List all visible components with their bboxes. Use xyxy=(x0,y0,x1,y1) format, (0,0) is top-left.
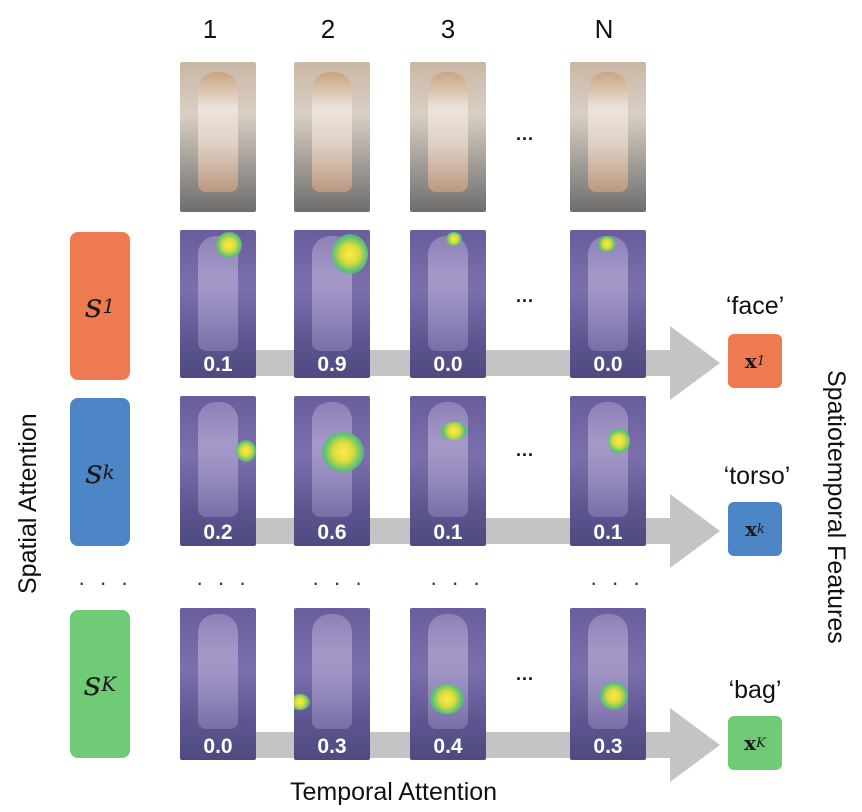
vertical-dots-col3: · · · xyxy=(430,570,485,595)
score-row3-2: 0.3 xyxy=(317,735,347,758)
axis-label-spatial-attention: Spatial Attention xyxy=(14,413,42,594)
frame-heat-row1-2 xyxy=(294,230,370,378)
feature-label-face: ‘face’ xyxy=(725,292,785,320)
frame-original-n xyxy=(570,62,646,212)
vertical-dots-s: · · · xyxy=(78,570,133,595)
vertical-dots-col2: · · · xyxy=(312,570,367,595)
frame-original-1 xyxy=(180,62,256,212)
ellipsis-original: ... xyxy=(516,124,535,144)
frame-heat-row3-3 xyxy=(410,608,486,760)
frame-original-2 xyxy=(294,62,370,212)
score-row3-1: 0.0 xyxy=(203,735,233,758)
column-number-1: 1 xyxy=(202,14,218,44)
score-row2-1: 0.2 xyxy=(203,521,233,544)
frame-heat-row1-1 xyxy=(180,230,256,378)
vertical-dots-coln: · · · xyxy=(590,570,645,595)
column-number-3: 3 xyxy=(440,14,456,44)
frame-heat-row1-n xyxy=(570,230,646,378)
feature-label-torso: ‘torso’ xyxy=(723,462,791,490)
frame-heat-row2-3 xyxy=(410,396,486,546)
axis-label-temporal-attention: Temporal Attention xyxy=(290,778,498,806)
column-number-n: N xyxy=(594,14,614,44)
frame-heat-row3-2 xyxy=(294,608,370,760)
frame-heat-row2-n xyxy=(570,396,646,546)
ellipsis-row3: ... xyxy=(516,664,535,684)
score-row2-3: 0.1 xyxy=(433,521,463,544)
frame-heat-row3-n xyxy=(570,608,646,760)
score-row1-n: 0.0 xyxy=(593,353,623,376)
axis-label-spatiotemporal-features: Spatiotemporal Features xyxy=(822,370,850,644)
frame-heat-row2-1 xyxy=(180,396,256,546)
score-row1-1: 0.1 xyxy=(203,353,233,376)
score-row1-2: 0.9 xyxy=(317,353,347,376)
ellipsis-row2: ... xyxy=(516,440,535,460)
frame-original-3 xyxy=(410,62,486,212)
score-row3-3: 0.4 xyxy=(433,735,463,758)
score-row2-2: 0.6 xyxy=(317,521,347,544)
column-number-2: 2 xyxy=(320,14,336,44)
score-row1-3: 0.0 xyxy=(433,353,463,376)
score-row2-n: 0.1 xyxy=(593,521,623,544)
vertical-dots-col1: · · · xyxy=(196,570,251,595)
frame-heat-row3-1 xyxy=(180,608,256,760)
score-row3-n: 0.3 xyxy=(593,735,623,758)
ellipsis-row1: ... xyxy=(516,286,535,306)
frame-heat-row1-3 xyxy=(410,230,486,378)
feature-label-bag: ‘bag’ xyxy=(728,676,782,704)
frame-heat-row2-2 xyxy=(294,396,370,546)
